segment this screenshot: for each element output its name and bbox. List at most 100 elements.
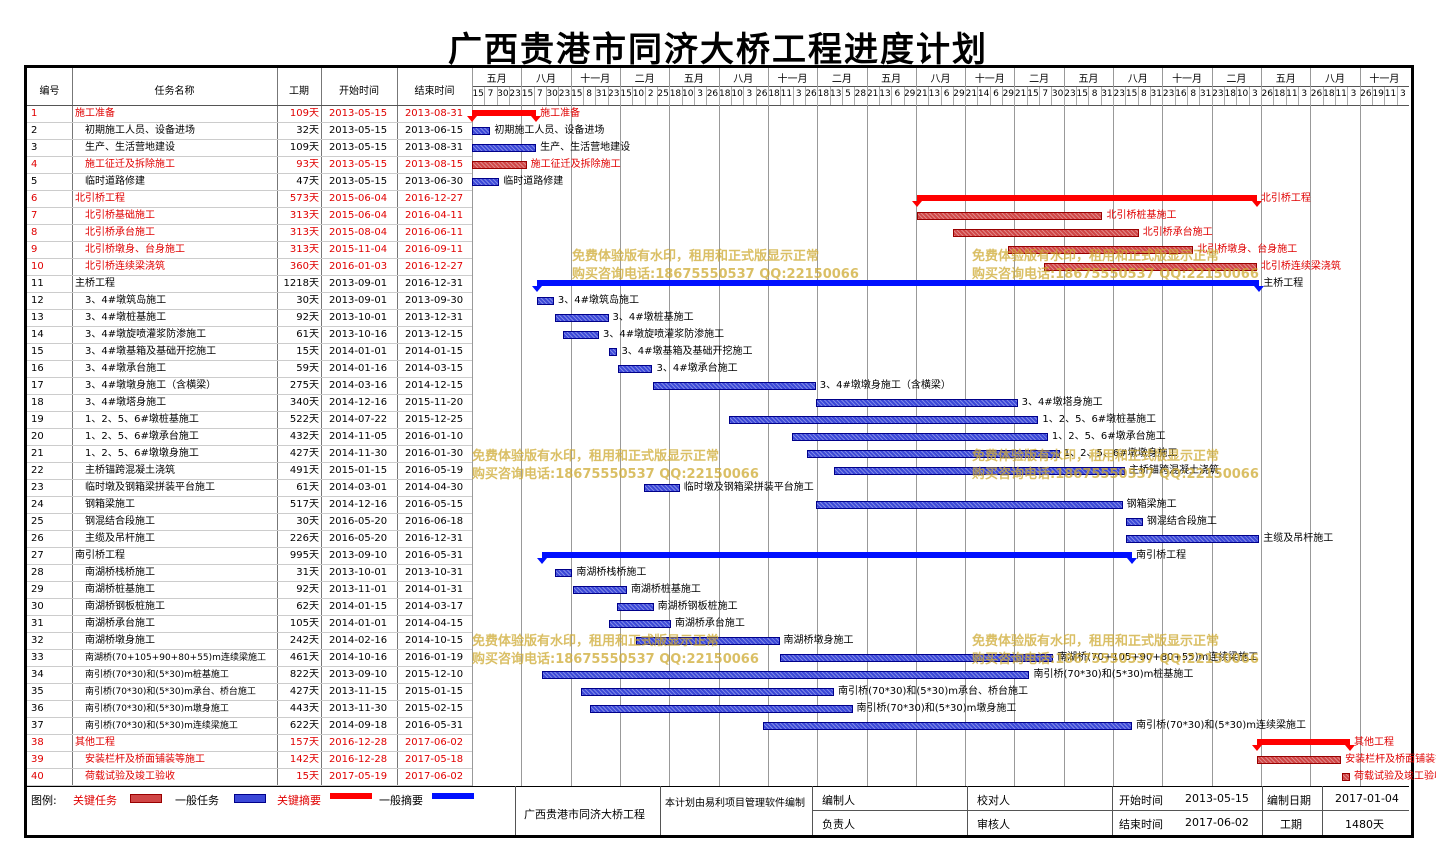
- task-name: 3、4#墩承台施工: [85, 363, 167, 374]
- day-divider: [484, 87, 486, 105]
- task-bar[interactable]: [1257, 756, 1342, 764]
- task-bar[interactable]: [791, 433, 1048, 441]
- task-end: 2014-12-15: [404, 380, 464, 391]
- task-bar[interactable]: [472, 127, 491, 135]
- column-header-name: 任务名称: [154, 86, 195, 97]
- task-bar[interactable]: [816, 399, 1018, 407]
- task-bar[interactable]: [554, 314, 609, 322]
- task-id: 27: [31, 550, 44, 561]
- task-bar[interactable]: [617, 603, 654, 611]
- task-bar[interactable]: [806, 450, 1060, 458]
- task-duration: 157天: [289, 737, 319, 748]
- task-bar[interactable]: [536, 297, 554, 305]
- day-divider: [1359, 87, 1361, 105]
- summary-bar-cap: [467, 116, 477, 122]
- day-divider: [669, 87, 671, 105]
- task-end: 2014-01-31: [404, 584, 464, 595]
- timescale-day: 15: [1076, 89, 1088, 99]
- row-divider: [27, 700, 472, 701]
- month-divider: [1261, 68, 1263, 786]
- task-bar[interactable]: [1008, 246, 1194, 254]
- task-bar[interactable]: [572, 586, 627, 594]
- task-end: 2015-12-10: [404, 669, 464, 680]
- task-bar[interactable]: [1125, 518, 1143, 526]
- task-bar[interactable]: [780, 654, 1054, 662]
- timescale-day: 3: [746, 89, 753, 99]
- task-bar[interactable]: [472, 144, 537, 152]
- task-bar[interactable]: [554, 569, 573, 577]
- task-bar[interactable]: [542, 671, 1030, 679]
- task-bar[interactable]: [763, 722, 1133, 730]
- task-bar[interactable]: [636, 637, 780, 645]
- task-end: 2014-10-15: [404, 635, 464, 646]
- timescale-day: 10: [1236, 89, 1249, 99]
- task-end: 2015-01-15: [404, 686, 464, 697]
- task-bar[interactable]: [834, 467, 1126, 475]
- task-bar[interactable]: [729, 416, 1039, 424]
- task-bar[interactable]: [816, 501, 1123, 509]
- timescale-day: 8: [1190, 89, 1197, 99]
- task-bar[interactable]: [618, 365, 653, 373]
- timescale-day: 18: [1273, 89, 1286, 99]
- task-bar[interactable]: [472, 178, 500, 186]
- task-name: 南引桥(70*30)和(5*30)m桩基施工: [85, 670, 229, 680]
- timescale-day: 21: [866, 89, 879, 99]
- page-title: 广西贵港市同济大桥工程进度计划: [448, 30, 988, 70]
- task-name: 主桥工程: [75, 278, 115, 289]
- summary-bar[interactable]: [536, 280, 1260, 286]
- timescale-month: 十一月: [777, 74, 808, 85]
- task-duration: 622天: [289, 720, 319, 731]
- task-name: 3、4#墩筑岛施工: [85, 295, 167, 306]
- task-bar[interactable]: [472, 161, 527, 169]
- timescale-day: 8: [1091, 89, 1098, 99]
- day-divider: [644, 87, 646, 105]
- timescale-day: 11: [1286, 89, 1298, 99]
- task-bar[interactable]: [1043, 263, 1257, 271]
- footer-project-name: 广西贵港市同济大桥工程: [524, 808, 645, 821]
- legend-swatch-normal: [234, 794, 266, 803]
- task-name: 南湖桥承台施工: [85, 618, 155, 629]
- task-start: 2016-05-20: [328, 516, 388, 527]
- watermark-line2: 购买咨询电话:18675550537 QQ:22150066: [472, 467, 759, 482]
- task-name: 南引桥(70*30)和(5*30)m墩身施工: [85, 704, 229, 714]
- task-name: 3、4#墩基箱及基础开挖施工: [85, 346, 217, 357]
- timescale-month: 八月: [733, 74, 754, 85]
- day-divider: [545, 87, 547, 105]
- task-bar-label: 南引桥(70*30)和(5*30)m桩基施工: [1033, 669, 1194, 680]
- timescale-day: 15: [1027, 89, 1039, 99]
- task-bar[interactable]: [581, 688, 835, 696]
- watermark-line1: 免费体验版有水印，租用和正式版显示正常: [472, 634, 720, 649]
- summary-bar[interactable]: [917, 195, 1257, 201]
- day-divider: [866, 87, 868, 105]
- task-bar[interactable]: [609, 348, 618, 356]
- task-start: 2015-11-04: [328, 244, 388, 255]
- task-bar[interactable]: [644, 484, 680, 492]
- task-bar[interactable]: [563, 331, 600, 339]
- timescale-day: 3: [697, 89, 703, 99]
- summary-bar-cap: [531, 286, 542, 292]
- task-start: 2013-10-16: [328, 329, 388, 340]
- task-id: 9: [31, 244, 38, 255]
- task-bar[interactable]: [1341, 773, 1351, 781]
- task-start: 2013-05-15: [328, 159, 388, 170]
- task-start: 2014-03-01: [328, 482, 388, 493]
- timescale-day: 21: [965, 89, 978, 99]
- task-bar[interactable]: [609, 620, 671, 628]
- summary-bar[interactable]: [1257, 739, 1351, 745]
- task-bar[interactable]: [1125, 535, 1260, 543]
- task-bar[interactable]: [953, 229, 1139, 237]
- day-divider: [607, 87, 609, 105]
- task-bar[interactable]: [917, 212, 1103, 220]
- task-start: 2015-01-15: [328, 465, 388, 476]
- task-duration: 32天: [296, 125, 319, 136]
- summary-bar[interactable]: [542, 552, 1133, 558]
- task-duration: 15天: [296, 771, 319, 782]
- task-bar[interactable]: [653, 382, 816, 390]
- footer-editor-label: 编制人: [822, 794, 855, 807]
- footer-divider: [27, 786, 1409, 787]
- summary-bar[interactable]: [472, 110, 537, 116]
- task-bar[interactable]: [590, 705, 853, 713]
- row-divider: [27, 785, 472, 786]
- timescale-month: 八月: [930, 74, 951, 85]
- month-divider: [965, 68, 967, 786]
